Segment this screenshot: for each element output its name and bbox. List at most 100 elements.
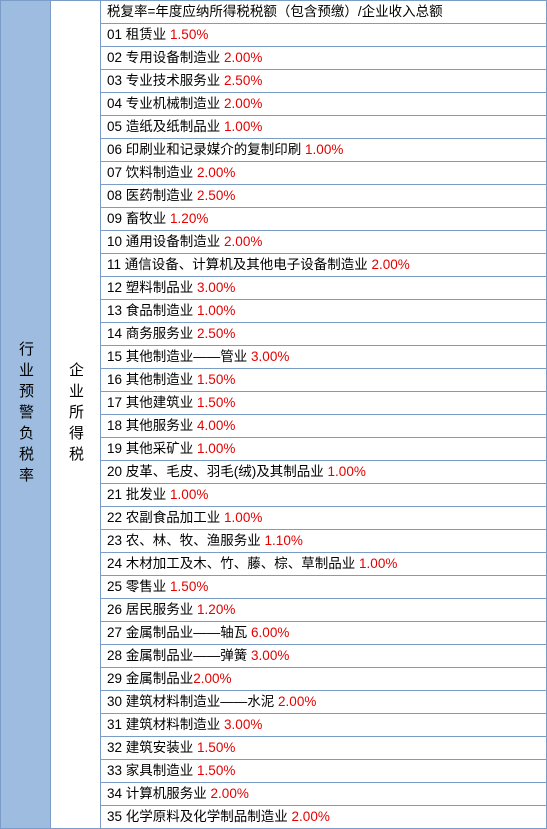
left-header-column: 行业预警负税率 [1,1,51,828]
table-row: 18 其他服务业 4.00% [101,415,546,438]
table-row: 30 建筑材料制造业——水泥 2.00% [101,691,546,714]
row-number: 20 [107,464,126,479]
mid-header-label: 企业所得税 [65,362,86,467]
table-row: 01 租赁业 1.50% [101,24,546,47]
row-percentage: 1.00% [224,119,262,134]
row-number: 24 [107,556,126,571]
row-percentage: 2.00% [278,694,316,709]
row-percentage: 1.50% [197,763,235,778]
row-number: 11 [107,257,125,272]
row-number: 34 [107,786,126,801]
table-row: 29 金属制品业2.00% [101,668,546,691]
table-row: 02 专用设备制造业 2.00% [101,47,546,70]
row-label: 金属制品业——轴瓦 [126,625,248,640]
row-percentage: 4.00% [197,418,235,433]
table-row: 12 塑料制品业 3.00% [101,277,546,300]
row-percentage: 1.50% [170,27,208,42]
row-percentage: 3.00% [224,717,262,732]
formula-row: 税复率=年度应纳所得税税额（包含预缴）/企业收入总额 [101,1,546,24]
table-row: 31 建筑材料制造业 3.00% [101,714,546,737]
row-number: 17 [107,395,126,410]
row-percentage: 2.00% [193,671,231,686]
row-number: 25 [107,579,126,594]
row-percentage: 2.00% [224,234,262,249]
mid-header-column: 企业所得税 [51,1,101,828]
row-number: 02 [107,50,126,65]
table-row: 14 商务服务业 2.50% [101,323,546,346]
row-label: 专用设备制造业 [126,50,221,65]
row-label: 食品制造业 [126,303,194,318]
row-percentage: 2.50% [197,188,235,203]
row-label: 印刷业和记录媒介的复制印刷 [126,142,302,157]
row-number: 03 [107,73,126,88]
row-label: 通用设备制造业 [126,234,221,249]
table-row: 04 专业机械制造业 2.00% [101,93,546,116]
table-row: 13 食品制造业 1.00% [101,300,546,323]
table-row: 08 医药制造业 2.50% [101,185,546,208]
row-label: 其他采矿业 [126,441,194,456]
row-number: 35 [107,809,126,824]
row-label: 金属制品业 [126,671,194,686]
row-label: 农副食品加工业 [126,510,221,525]
row-label: 木材加工及木、竹、藤、棕、草制品业 [126,556,356,571]
row-percentage: 1.00% [305,142,343,157]
row-label: 其他服务业 [126,418,194,433]
row-number: 22 [107,510,126,525]
table-row: 24 木材加工及木、竹、藤、棕、草制品业 1.00% [101,553,546,576]
table-row: 32 建筑安装业 1.50% [101,737,546,760]
row-label: 建筑材料制造业——水泥 [126,694,275,709]
row-percentage: 1.00% [170,487,208,502]
row-percentage: 2.00% [224,96,262,111]
table-row: 06 印刷业和记录媒介的复制印刷 1.00% [101,139,546,162]
row-label: 批发业 [126,487,167,502]
row-label: 医药制造业 [126,188,194,203]
table-row: 20 皮革、毛皮、羽毛(绒)及其制品业 1.00% [101,461,546,484]
row-label: 饮料制造业 [126,165,194,180]
row-percentage: 1.50% [197,395,235,410]
row-label: 通信设备、计算机及其他电子设备制造业 [125,257,368,272]
row-number: 09 [107,211,126,226]
row-number: 08 [107,188,126,203]
row-label: 塑料制品业 [126,280,194,295]
row-number: 13 [107,303,126,318]
formula-text: 税复率=年度应纳所得税税额（包含预缴）/企业收入总额 [107,4,443,19]
table-row: 07 饮料制造业 2.00% [101,162,546,185]
row-percentage: 2.00% [372,257,410,272]
row-number: 31 [107,717,126,732]
row-percentage: 3.00% [197,280,235,295]
row-percentage: 1.00% [359,556,397,571]
row-label: 畜牧业 [126,211,167,226]
table-row: 09 畜牧业 1.20% [101,208,546,231]
row-percentage: 6.00% [251,625,289,640]
row-number: 15 [107,349,126,364]
tax-rate-table: 行业预警负税率 企业所得税 税复率=年度应纳所得税税额（包含预缴）/企业收入总额… [0,0,547,829]
row-label: 农、林、牧、渔服务业 [126,533,261,548]
row-percentage: 3.00% [251,648,289,663]
row-number: 28 [107,648,126,663]
row-number: 23 [107,533,126,548]
row-percentage: 1.00% [328,464,366,479]
table-row: 10 通用设备制造业 2.00% [101,231,546,254]
row-label: 金属制品业——弹簧 [126,648,248,663]
row-label: 居民服务业 [126,602,194,617]
row-number: 05 [107,119,126,134]
row-label: 计算机服务业 [126,786,207,801]
row-number: 33 [107,763,126,778]
row-percentage: 1.10% [265,533,303,548]
row-number: 10 [107,234,126,249]
row-percentage: 2.50% [197,326,235,341]
row-label: 租赁业 [126,27,167,42]
row-number: 21 [107,487,126,502]
row-number: 06 [107,142,126,157]
row-number: 01 [107,27,126,42]
row-label: 建筑材料制造业 [126,717,221,732]
row-label: 商务服务业 [126,326,194,341]
row-percentage: 3.00% [251,349,289,364]
row-label: 家具制造业 [126,763,194,778]
row-percentage: 2.00% [197,165,235,180]
row-percentage: 2.00% [224,50,262,65]
row-label: 皮革、毛皮、羽毛(绒)及其制品业 [126,464,324,479]
row-number: 19 [107,441,126,456]
row-percentage: 1.20% [197,602,235,617]
table-row: 23 农、林、牧、渔服务业 1.10% [101,530,546,553]
